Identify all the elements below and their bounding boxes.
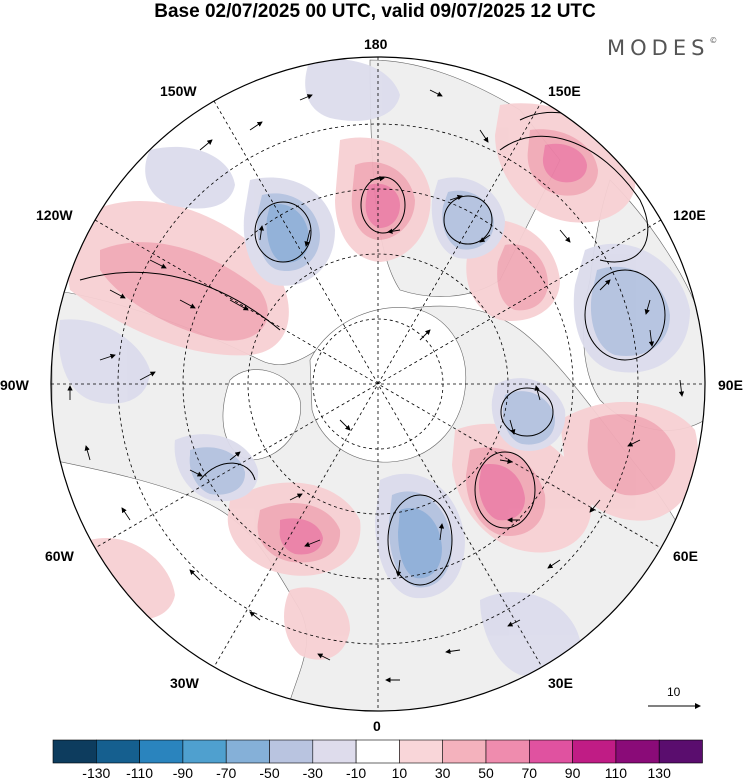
colorbar-swatch bbox=[139, 739, 184, 764]
lon-label-120e: 120E bbox=[673, 207, 706, 223]
colorbar-tick-label: -70 bbox=[216, 765, 237, 781]
colorbar-swatch bbox=[269, 739, 314, 764]
colorbar-swatch bbox=[312, 739, 357, 764]
lon-label-30w: 30W bbox=[170, 675, 199, 691]
brand-logo: MODES© bbox=[607, 36, 718, 60]
height-contours bbox=[79, 111, 666, 586]
lon-label-90w: 90W bbox=[0, 377, 29, 393]
graticule bbox=[51, 57, 705, 711]
colorbar-swatch bbox=[572, 739, 617, 764]
colorbar-tick-label: 130 bbox=[647, 765, 671, 781]
lon-label-30e: 30E bbox=[548, 675, 573, 691]
colorbar-swatch bbox=[182, 739, 227, 764]
reference-vector-label: 10 bbox=[667, 685, 681, 699]
lon-label-150w: 150W bbox=[160, 83, 197, 99]
colorbar-swatch bbox=[658, 739, 703, 764]
colorbar-tick-label: -130 bbox=[82, 765, 111, 781]
colorbar-tick-label: 50 bbox=[478, 765, 494, 781]
colorbar-tick-label: 10 bbox=[391, 765, 408, 781]
colorbar-swatch bbox=[528, 739, 573, 764]
colorbar-swatch bbox=[355, 739, 400, 764]
colorbar-swatch bbox=[399, 739, 443, 764]
map-border bbox=[50, 56, 706, 712]
lon-label-90e: 90E bbox=[718, 377, 743, 393]
lon-label-0: 0 bbox=[373, 718, 381, 734]
lon-label-120w: 120W bbox=[36, 207, 73, 223]
colorbar-tick-label: -110 bbox=[126, 765, 154, 781]
colorbar bbox=[52, 739, 703, 764]
colorbar-tick-label: -30 bbox=[302, 765, 323, 781]
lon-label-60e: 60E bbox=[673, 548, 698, 564]
colorbar-swatch bbox=[615, 739, 660, 764]
colorbar-tick-label: -90 bbox=[172, 765, 193, 781]
lon-label-180: 180 bbox=[364, 36, 388, 52]
colorbar-tick-label: 90 bbox=[564, 765, 581, 781]
colorbar-swatch bbox=[96, 739, 140, 764]
wind-vectors bbox=[67, 89, 685, 683]
arctic-ocean bbox=[222, 307, 467, 463]
colorbar-swatch bbox=[52, 739, 97, 764]
colorbar-swatch bbox=[225, 739, 270, 764]
map-disk bbox=[51, 57, 705, 711]
colorbar-tick-label: 70 bbox=[521, 765, 538, 781]
lon-label-60w: 60W bbox=[45, 548, 74, 564]
colorbar-tick-label: -50 bbox=[259, 765, 280, 781]
colorbar-tick-label: -10 bbox=[345, 765, 367, 781]
map-title: Base 02/07/2025 00 UTC, valid 09/07/2025… bbox=[154, 1, 596, 22]
colorbar-tick-label: 110 bbox=[604, 765, 628, 781]
lon-label-150e: 150E bbox=[548, 83, 581, 99]
colorbar-swatch bbox=[485, 739, 530, 764]
colorbar-swatch bbox=[442, 739, 487, 764]
colorbar-tick-label: 30 bbox=[434, 765, 451, 781]
